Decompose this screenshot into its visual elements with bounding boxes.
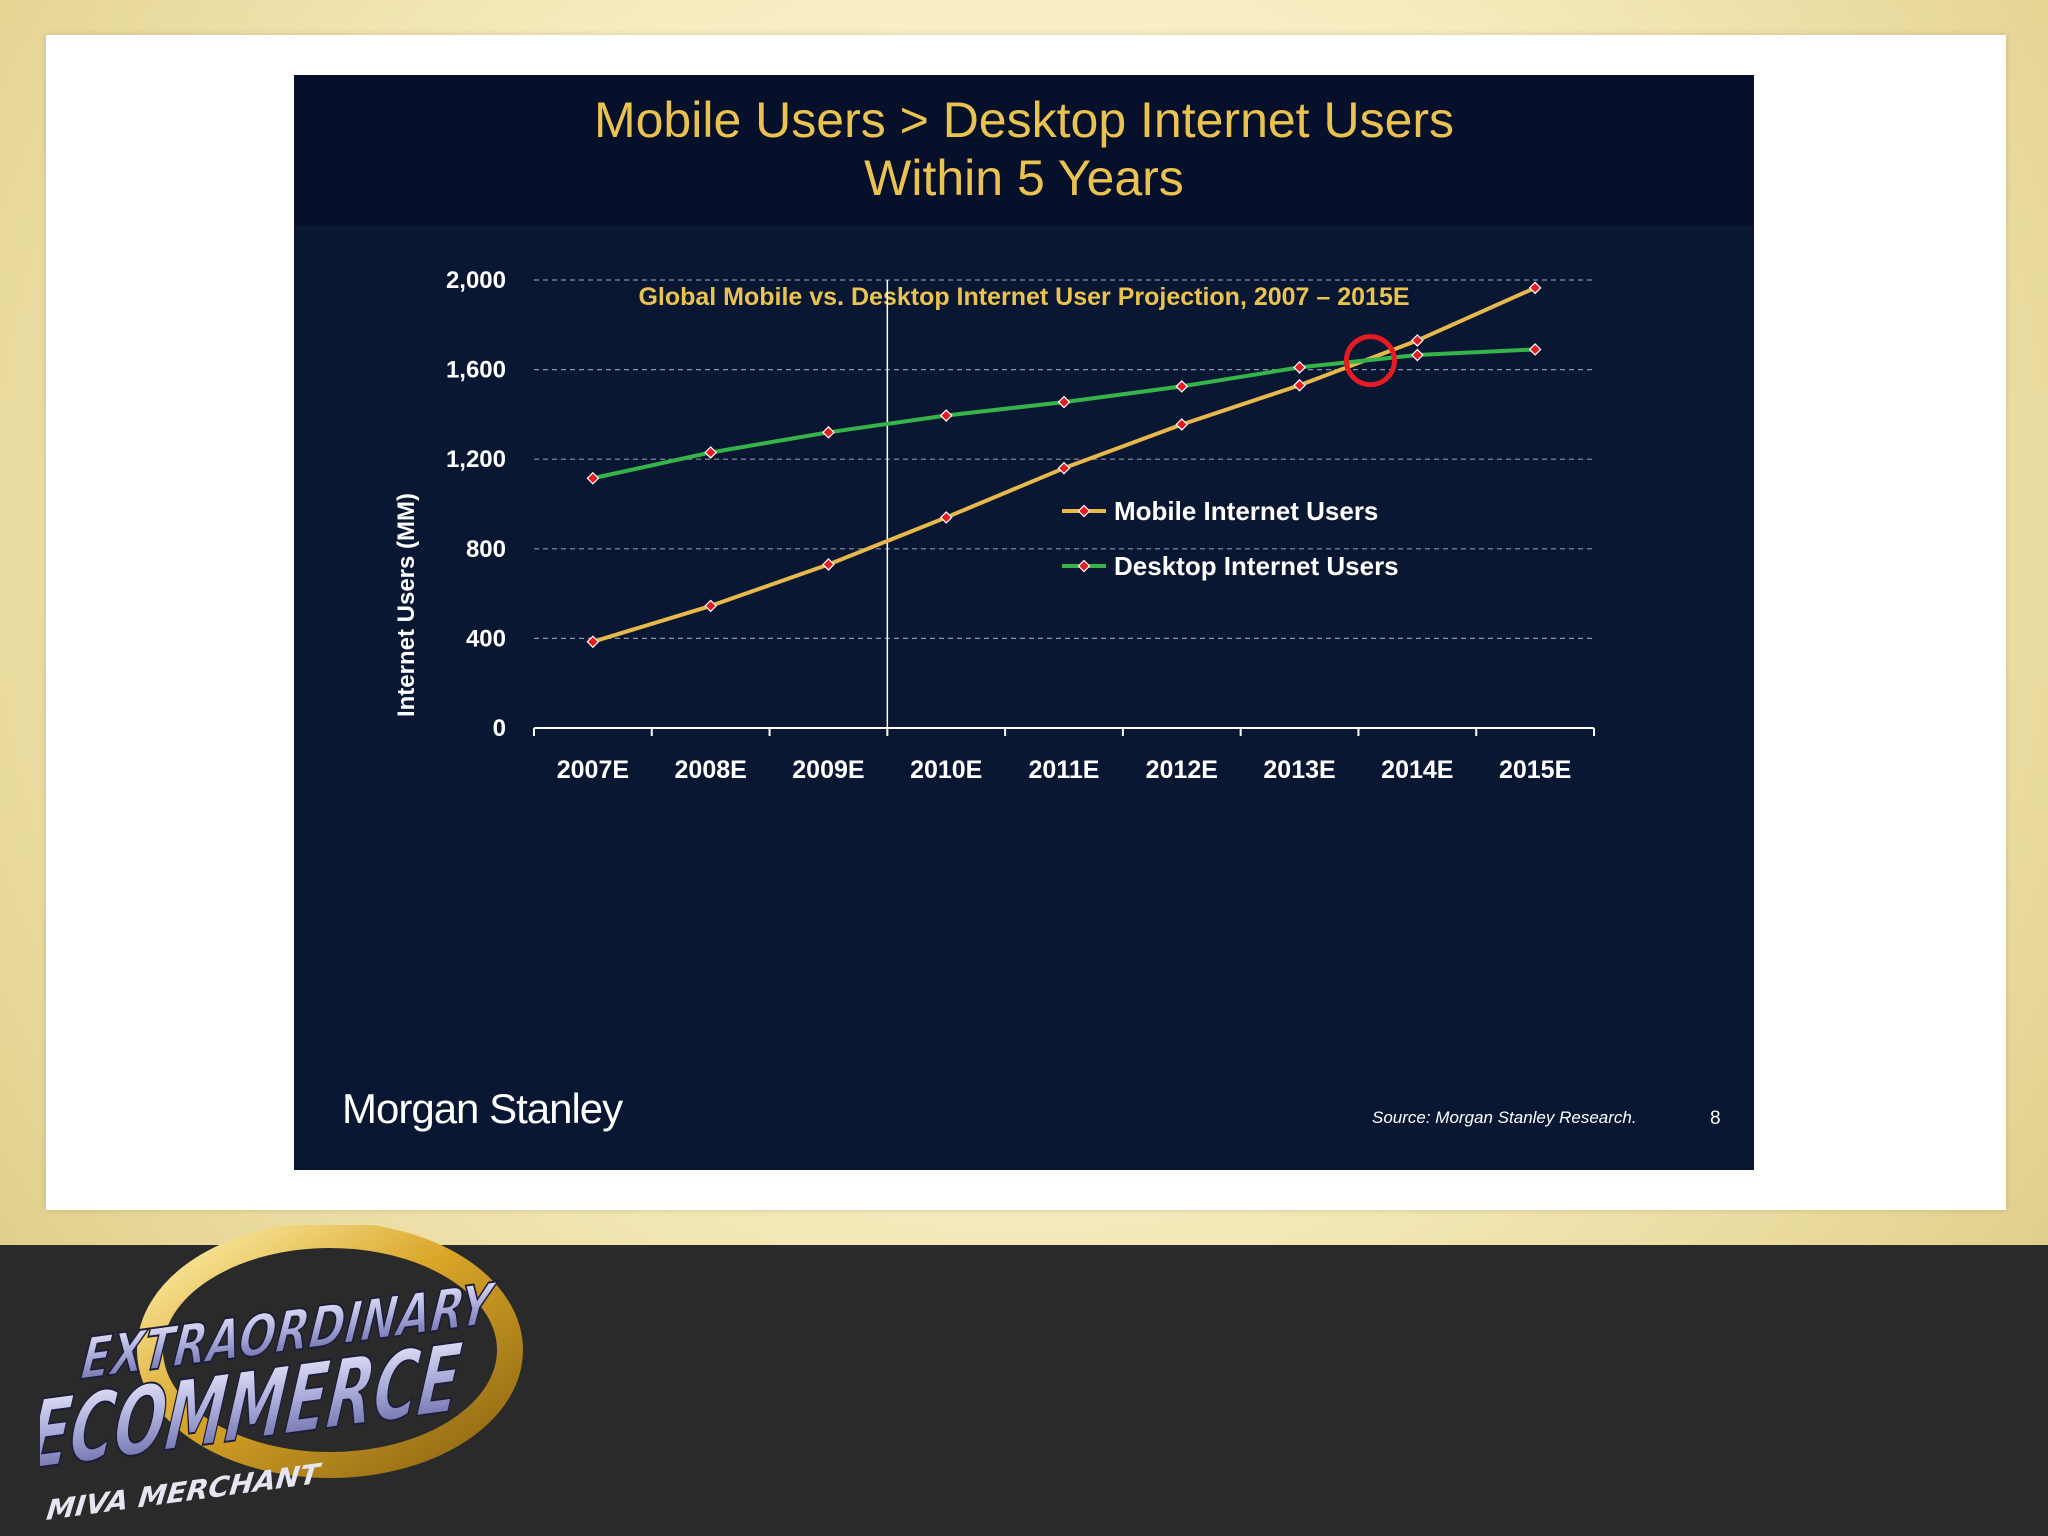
data-point [1175, 380, 1189, 393]
data-point [822, 558, 835, 571]
x-tick-label: 2013E [1263, 756, 1335, 784]
x-tick-label: 2009E [792, 756, 864, 784]
x-tick-label: 2012E [1146, 756, 1218, 784]
y-tick-label: 800 [466, 536, 506, 563]
y-axis-label: Internet Users (MM) [393, 493, 420, 717]
x-tick-label: 2010E [910, 756, 982, 784]
data-point [1410, 334, 1424, 347]
data-point [1410, 348, 1424, 362]
x-tick-label: 2014E [1381, 756, 1453, 784]
data-point [1057, 461, 1071, 475]
data-point [1528, 343, 1542, 356]
slide-title-line1: Mobile Users > Desktop Internet Users [593, 92, 1455, 148]
legend-label: Desktop Internet Users [1114, 551, 1399, 581]
slide-title-line2: Within 5 Years [864, 150, 1184, 206]
footer-band [0, 1245, 2048, 1536]
source-note: Source: Morgan Stanley Research. [1372, 1108, 1637, 1127]
y-tick-label: 400 [466, 625, 506, 652]
legend: Mobile Internet Users Desktop Internet Us… [1062, 496, 1399, 581]
data-point [1293, 378, 1306, 392]
slide: Mobile Users > Desktop Internet Users Wi… [294, 75, 1754, 1170]
line-chart: Global Mobile vs. Desktop Internet User … [393, 267, 1595, 784]
data-point [1057, 395, 1071, 409]
x-tick-label: 2011E [1029, 756, 1100, 784]
data-point [704, 599, 718, 613]
slide-title: Mobile Users > Desktop Internet Users Wi… [294, 91, 1754, 207]
data-point [704, 446, 718, 459]
chart-title: Global Mobile vs. Desktop Internet User … [638, 283, 1409, 311]
series-lines [586, 281, 1542, 649]
x-tick-label: 2008E [675, 756, 747, 784]
page-number: 8 [1710, 1108, 1721, 1129]
y-tick-label: 1,200 [446, 446, 506, 473]
legend-marker [1077, 559, 1091, 573]
grid-lines [534, 279, 1594, 728]
data-point [822, 425, 835, 439]
gold-ring-icon [137, 1225, 523, 1478]
x-tick-label: 2007E [557, 756, 629, 784]
data-point [586, 635, 600, 649]
axes: 0 400 800 1,200 1,600 2,000 2007E 2008E 2009E 201… [446, 267, 1595, 784]
legend-marker [1077, 504, 1091, 518]
legend-label: Mobile Internet Users [1114, 496, 1378, 526]
x-tick-label: 2015E [1499, 756, 1571, 784]
y-tick-label: 1,600 [446, 357, 506, 384]
data-point [1528, 281, 1542, 295]
extraordinary-ecommerce-logo: EXTRAORDINARY ECOMMERCE BY MIVA MERCHANT [40, 1225, 523, 1525]
y-tick-label: 0 [493, 715, 506, 742]
data-point [586, 471, 600, 485]
crossover-highlight-circle [1343, 334, 1397, 388]
data-point [939, 409, 953, 422]
data-point [1175, 418, 1189, 431]
y-tick-label: 2,000 [446, 267, 506, 294]
data-point [1293, 361, 1306, 374]
morgan-stanley-logo: Morgan Stanley [342, 1085, 623, 1132]
data-point [939, 511, 953, 524]
title-band [294, 75, 1754, 225]
